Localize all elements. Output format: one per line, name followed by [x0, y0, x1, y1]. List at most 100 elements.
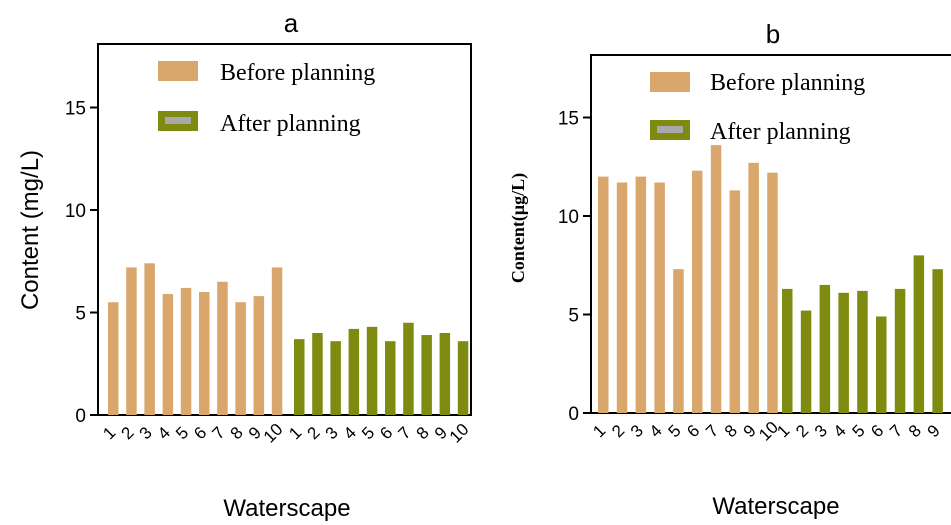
bar-after-10	[457, 341, 469, 415]
x-tick-label: 2	[117, 423, 137, 443]
bar-after-3	[330, 341, 341, 415]
y-tick-label: 0	[568, 404, 579, 425]
bar-after-1	[782, 288, 793, 413]
bar-after-5	[857, 290, 868, 413]
bar-after-3	[819, 284, 831, 413]
x-tick-label: 9	[924, 421, 944, 441]
bar-after-5	[366, 326, 378, 415]
x-tick-label: 4	[340, 423, 360, 443]
x-tick-label: 1	[589, 421, 609, 441]
x-tick-label: 6	[683, 421, 703, 441]
bar-before-7	[217, 281, 228, 415]
bar-before-3	[144, 263, 155, 415]
x-tick-label: 7	[702, 421, 722, 441]
bar-after-7	[403, 322, 414, 415]
legend-after-swatch-inner	[165, 117, 191, 124]
chart-panel-b: b Content(μg/L) Waterscape Before planni…	[508, 19, 951, 520]
panel-b-xlabel: Waterscape	[712, 493, 839, 520]
x-tick-label: 6	[376, 423, 396, 443]
panel-a-xlabel: Waterscape	[223, 495, 350, 522]
bar-after-2	[800, 310, 812, 413]
x-tick-label: 2	[608, 421, 628, 441]
x-tick-label: 7	[208, 423, 228, 443]
bar-before-5	[180, 287, 192, 415]
panel-a-frame	[97, 43, 472, 416]
x-tick-label: 8	[905, 421, 925, 441]
y-tick-label: 5	[75, 304, 86, 325]
bar-before-2	[616, 182, 628, 413]
x-tick-label: 5	[358, 423, 378, 443]
x-tick-label: 1	[99, 423, 119, 443]
x-tick-label: 4	[646, 421, 666, 441]
legend-before-swatch	[650, 72, 690, 92]
panel-b-title: b	[766, 19, 780, 49]
chart-panel-a: a Content (mg/L) Waterscape Before plann…	[17, 8, 473, 522]
x-tick-label: 1	[285, 423, 305, 443]
y-tick-label: 15	[65, 99, 86, 120]
bar-after-1	[294, 339, 305, 415]
bar-before-4	[162, 294, 174, 415]
legend-before-label: Before planning	[710, 70, 865, 96]
bar-after-4	[348, 328, 360, 415]
y-tick-label: 10	[65, 201, 86, 222]
x-tick-label: 3	[322, 423, 342, 443]
bar-before-10	[767, 172, 778, 413]
bar-before-2	[126, 267, 137, 415]
x-tick-label: 6	[867, 421, 887, 441]
y-tick-label: 10	[558, 207, 579, 228]
x-tick-label: 10	[446, 420, 473, 447]
bar-before-4	[654, 182, 665, 413]
x-tick-label: 3	[811, 421, 831, 441]
legend-after-swatch-inner	[657, 126, 683, 133]
bar-before-8	[729, 190, 741, 413]
bar-after-2	[312, 333, 323, 415]
bar-after-8	[913, 255, 925, 413]
x-tick-label: 2	[792, 421, 812, 441]
legend-after-label: After planning	[710, 119, 851, 145]
x-tick-label: 8	[413, 423, 433, 443]
x-tick-label: 3	[627, 421, 647, 441]
bar-after-9	[439, 333, 451, 415]
bar-before-9	[748, 162, 759, 413]
x-tick-label: 5	[172, 423, 192, 443]
bar-before-6	[692, 170, 703, 413]
y-tick-label: 5	[568, 306, 579, 327]
x-tick-label: 7	[886, 421, 906, 441]
panel-a-title: a	[284, 8, 299, 38]
x-tick-label: 4	[154, 423, 174, 443]
legend-after-label: After planning	[220, 111, 361, 137]
bar-before-7	[710, 145, 722, 413]
bar-after-4	[838, 292, 849, 413]
legend-before-swatch	[158, 61, 198, 81]
bar-after-6	[876, 316, 887, 413]
x-tick-label: 7	[394, 423, 414, 443]
bar-after-8	[421, 335, 432, 415]
x-tick-label: 10	[260, 420, 287, 447]
x-tick-label: 8	[227, 423, 247, 443]
x-tick-label: 8	[721, 421, 741, 441]
y-tick-label: 0	[75, 406, 86, 427]
bar-before-10	[271, 267, 283, 415]
panel-b-ylabel: Content(μg/L)	[508, 173, 529, 283]
bar-after-6	[385, 341, 396, 415]
x-tick-label: 2	[303, 423, 323, 443]
bar-before-6	[199, 292, 210, 415]
bar-before-8	[235, 302, 246, 415]
x-tick-label: 6	[190, 423, 210, 443]
x-tick-label: 5	[664, 421, 684, 441]
bar-before-1	[598, 176, 609, 413]
bar-after-9	[932, 269, 943, 413]
panel-b-legend: Before planning After planning	[650, 70, 865, 145]
bar-after-7	[894, 288, 906, 413]
legend-before-label: Before planning	[220, 60, 375, 86]
bar-before-9	[253, 296, 265, 415]
x-tick-label: 3	[136, 423, 156, 443]
x-tick-label: 5	[848, 421, 868, 441]
panel-a-ylabel: Content (mg/L)	[17, 150, 44, 310]
x-tick-label: 1	[773, 421, 793, 441]
bar-before-1	[108, 302, 119, 415]
bar-before-5	[673, 269, 684, 413]
x-tick-label: 4	[830, 421, 850, 441]
y-tick-label: 15	[558, 109, 579, 130]
